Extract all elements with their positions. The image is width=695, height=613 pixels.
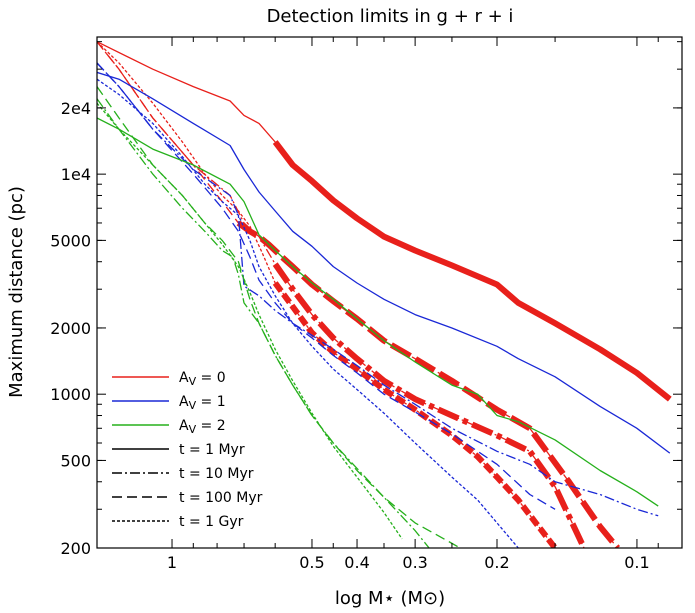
series-line-av2-solid	[97, 117, 659, 507]
series-line-av2-dashdot	[97, 98, 430, 548]
ticks-layer: 1 0.5 0.4 0.3 0.2 0.1 200 500 1000 2000 5000 1e4 2e4	[50, 37, 682, 572]
legend-label: t = 1 Myr	[179, 442, 245, 458]
series-line-av1-dashdot	[97, 62, 659, 517]
y-tick-label: 2e4	[61, 99, 91, 118]
legend-label: AV = 1	[179, 394, 226, 412]
y-axis-title: Maximum distance (pc)	[6, 186, 27, 398]
y-tick-label: 200	[60, 539, 91, 558]
series-line-av0-solid	[97, 41, 671, 400]
x-tick-label: 1	[167, 553, 177, 572]
series-line-av2-dotted	[97, 102, 403, 540]
legend-label: t = 1 Gyr	[179, 514, 244, 530]
legend: AV = 0 AV = 1 AV = 2 t = 1 Myr t = 10 Myr t =…	[112, 370, 263, 530]
legend-label: AV = 2	[179, 418, 226, 436]
series-thick-av0-dashdot	[272, 262, 587, 548]
series-line-av1-dashed	[97, 62, 556, 510]
series-thick-av0-dotted	[272, 281, 558, 548]
y-tick-label: 1000	[50, 385, 91, 404]
series-line-av0-dashdot	[97, 41, 585, 548]
series-line-av1-solid	[97, 71, 671, 454]
series-line-av2-dashed	[97, 86, 461, 548]
x-tick-label: 0.1	[624, 553, 649, 572]
y-tick-label: 2000	[50, 319, 91, 338]
legend-label: t = 100 Myr	[179, 490, 263, 506]
y-tick-label: 5000	[50, 231, 91, 250]
x-tick-label: 0.2	[484, 553, 509, 572]
series-thick-av0-solid	[272, 140, 672, 402]
x-tick-label: 0.4	[344, 553, 369, 572]
chart-title: Detection limits in g + r + i	[267, 6, 514, 27]
legend-label: AV = 0	[179, 370, 226, 388]
y-tick-label: 500	[60, 451, 91, 470]
legend-label: t = 10 Myr	[179, 466, 254, 482]
series-line-av0-dashed	[97, 41, 619, 548]
y-tick-label: 1e4	[61, 165, 91, 184]
series-line-av1-dotted	[97, 78, 519, 548]
x-tick-label: 0.5	[299, 553, 324, 572]
plot-frame	[96, 36, 683, 549]
x-axis-title: log M⋆ (M⊙)	[335, 588, 445, 609]
series-layer	[97, 41, 672, 548]
x-tick-label: 0.3	[402, 553, 427, 572]
